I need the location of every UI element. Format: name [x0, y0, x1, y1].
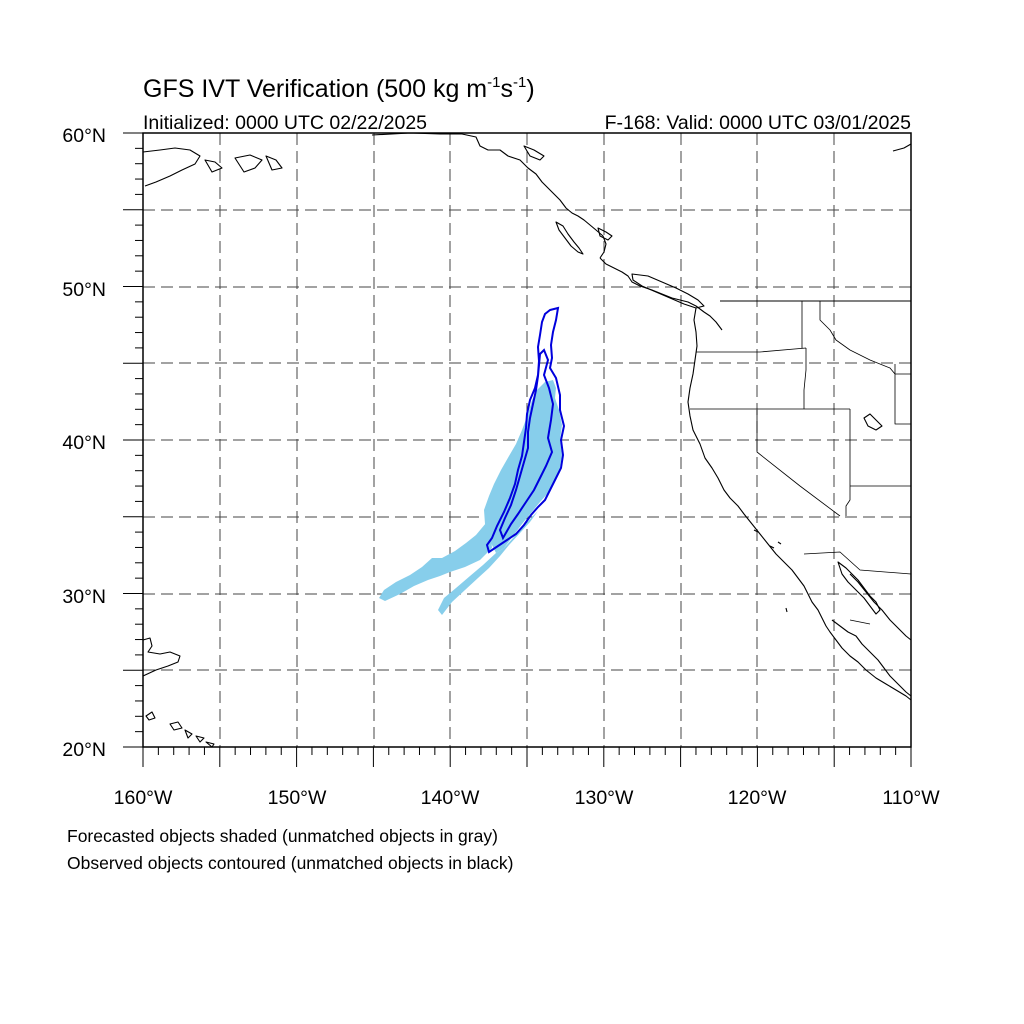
lon-label-160w: 160°W — [114, 787, 173, 809]
plot-area — [123, 132, 912, 767]
vancouver-island — [631, 273, 705, 309]
channel-islands — [753, 529, 788, 613]
lon-labels: 160°W 150°W 140°W 130°W 120°W 110°W — [114, 787, 941, 809]
lat-label-40n: 40°N — [62, 432, 106, 454]
alaska-islands — [523, 145, 613, 255]
lat-label-60n: 60°N — [62, 125, 106, 147]
lat-labels: 20°N 30°N 40°N 50°N 60°N — [62, 125, 106, 761]
observed-ivt-contour — [485, 306, 566, 554]
lon-label-110w: 110°W — [882, 787, 940, 809]
lat-label-20n: 20°N — [62, 739, 106, 761]
valid-time-label: F-168: Valid: 0000 UTC 03/01/2025 — [605, 112, 912, 134]
alaska-coast — [371, 132, 607, 259]
coastlines — [142, 132, 912, 748]
forecast-legend-note: Forecasted objects shaded (unmatched obj… — [67, 826, 498, 846]
forecast-ivt-shading-tail-west — [379, 523, 492, 601]
tick-marks — [123, 132, 912, 767]
observed-legend-note: Observed objects contoured (unmatched ob… — [67, 853, 514, 873]
us-west-coast — [687, 307, 912, 701]
great-salt-lake — [863, 413, 883, 431]
baja-california — [837, 561, 881, 615]
state-borders — [690, 301, 912, 625]
alaska-coast-east — [892, 143, 912, 152]
forecast-ivt-shading-tail-south — [438, 511, 538, 615]
mexico-coast — [831, 619, 912, 697]
island-northwest — [142, 637, 181, 677]
lon-label-130w: 130°W — [575, 787, 634, 809]
lat-label-30n: 30°N — [62, 586, 106, 608]
initialized-label: Initialized: 0000 UTC 02/22/2025 — [143, 112, 427, 134]
lon-label-140w: 140°W — [421, 787, 480, 809]
map-title: GFS IVT Verification (500 kg m-1s-1) — [143, 74, 535, 103]
lon-label-120w: 120°W — [728, 787, 787, 809]
alaska-peninsula-west — [142, 147, 283, 187]
lat-label-50n: 50°N — [62, 279, 106, 301]
hawaii-islands — [145, 711, 215, 748]
lon-label-150w: 150°W — [268, 787, 327, 809]
gulf-of-california — [849, 573, 912, 641]
